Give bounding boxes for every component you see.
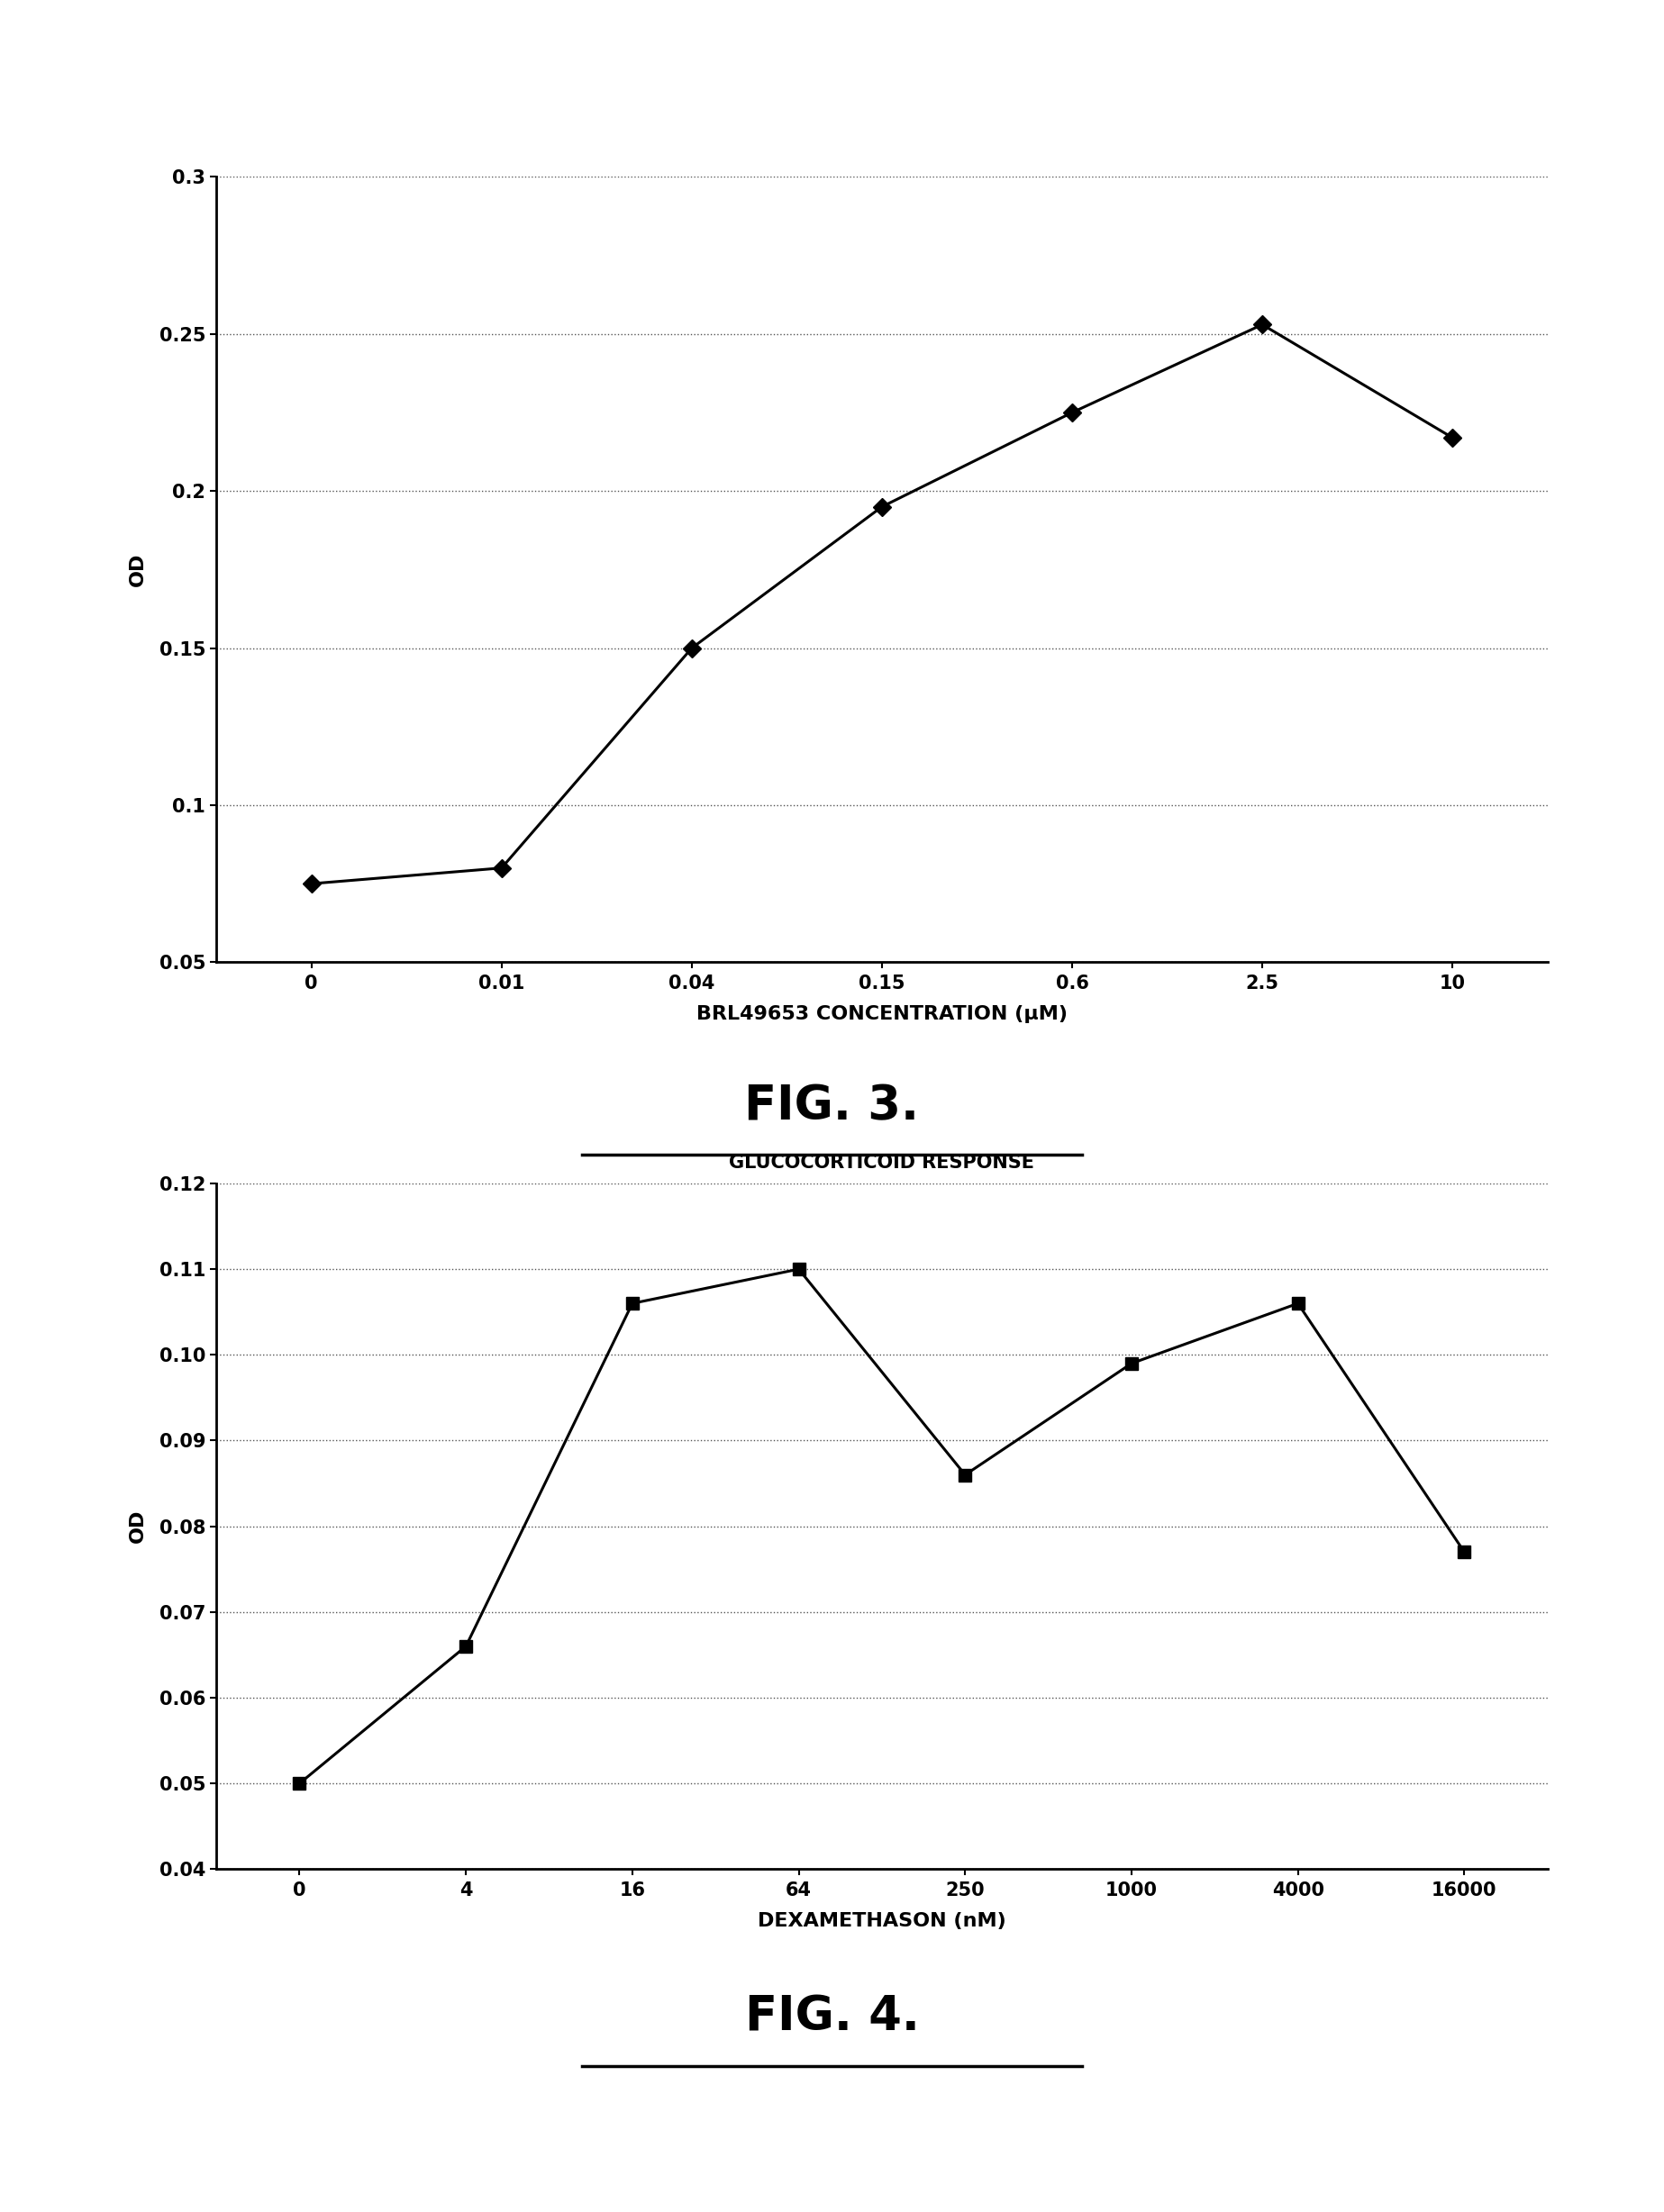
- Text: FIG. 4.: FIG. 4.: [745, 1993, 919, 2042]
- Y-axis label: OD: OD: [128, 1509, 146, 1544]
- X-axis label: DEXAMETHASON (nM): DEXAMETHASON (nM): [757, 1911, 1007, 1931]
- X-axis label: BRL49653 CONCENTRATION (μM): BRL49653 CONCENTRATION (μM): [696, 1004, 1068, 1024]
- Title: GLUCOCORTICOID RESPONSE: GLUCOCORTICOID RESPONSE: [729, 1155, 1035, 1172]
- Text: FIG. 3.: FIG. 3.: [744, 1082, 920, 1130]
- Y-axis label: OD: OD: [128, 553, 146, 586]
